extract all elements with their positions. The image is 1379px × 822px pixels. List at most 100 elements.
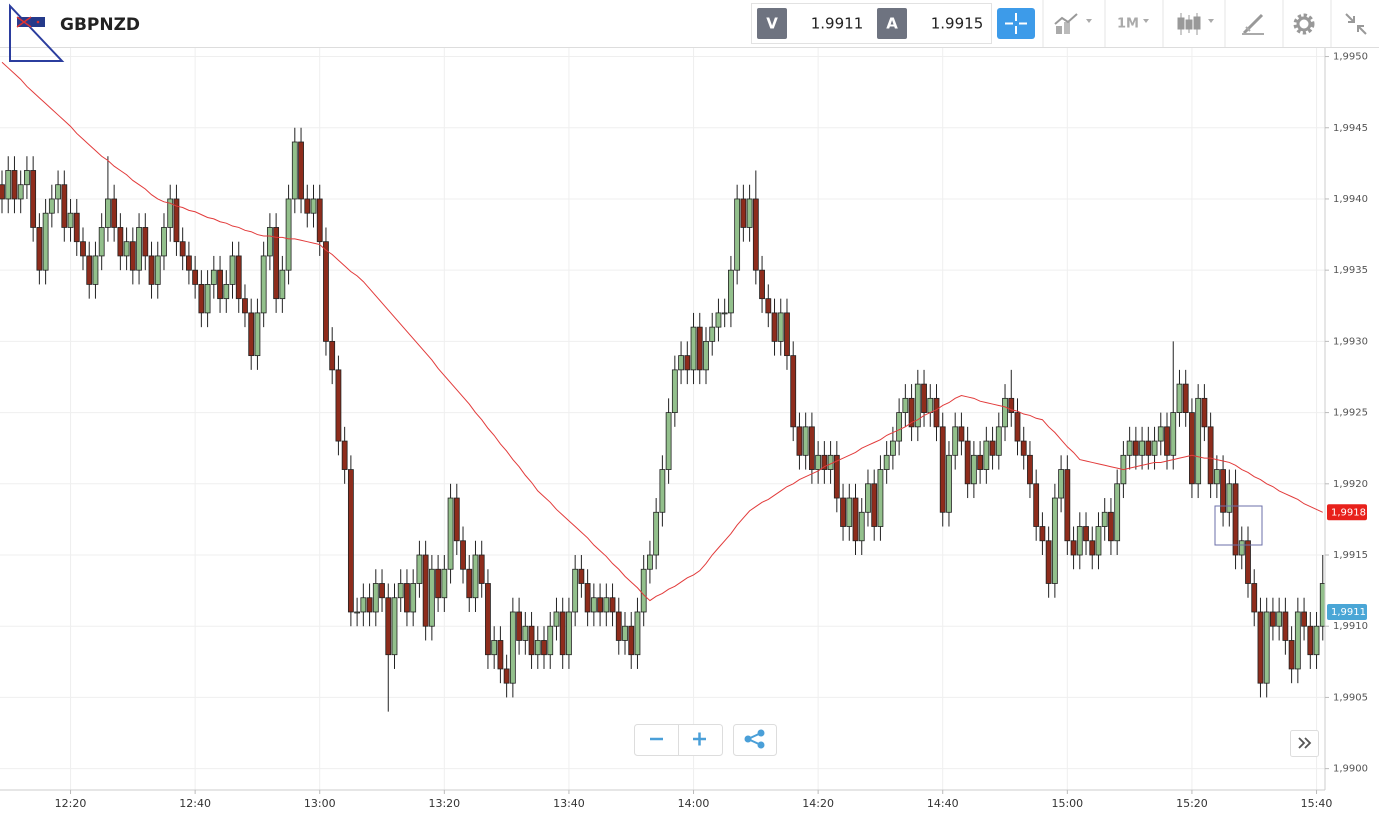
candle-body <box>1176 383 1183 413</box>
candle-body <box>1220 469 1226 513</box>
candle-body <box>553 611 560 627</box>
y-tick-label: 1,9950 <box>1333 52 1368 63</box>
candle-body <box>148 255 155 285</box>
candle-body <box>1020 440 1027 456</box>
candle-body <box>453 497 460 542</box>
candle-body <box>1257 611 1264 684</box>
candle-body <box>709 326 716 342</box>
candle-body <box>690 326 697 371</box>
y-tick-label: 1,9945 <box>1333 123 1368 134</box>
price-tag <box>1327 504 1367 521</box>
candle-body <box>1051 497 1058 584</box>
collapse-button[interactable] <box>1345 13 1367 35</box>
candle-body <box>634 611 641 656</box>
crosshair-button[interactable] <box>997 8 1035 39</box>
candle-body <box>105 198 111 228</box>
candle-body <box>497 640 504 670</box>
candle-body <box>696 326 703 371</box>
share-button[interactable] <box>733 724 777 756</box>
candle-body <box>865 483 871 513</box>
candle-body <box>391 597 398 656</box>
candle-body <box>790 355 797 428</box>
candle-body <box>347 469 354 613</box>
candle-body <box>889 440 896 456</box>
candle-body <box>316 198 323 243</box>
candle-body <box>117 227 124 257</box>
y-tick-label: 1,9900 <box>1333 764 1368 775</box>
candle-body <box>946 454 952 513</box>
candle-body <box>952 426 959 456</box>
x-tick-label: 14:00 <box>678 797 710 810</box>
candle-body <box>235 255 242 300</box>
candle-body <box>728 269 734 314</box>
candle-body <box>422 554 429 627</box>
candle-body <box>877 469 884 527</box>
candle-body <box>1207 426 1214 485</box>
x-tick-label: 12:40 <box>179 797 211 810</box>
candle-body <box>86 255 93 285</box>
settings-button[interactable] <box>1293 13 1315 35</box>
candle-body <box>42 212 49 271</box>
candle-body <box>1251 583 1258 613</box>
candle-body <box>840 497 846 527</box>
candle-body <box>385 597 392 656</box>
price-tag-label: 1,9911 <box>1331 607 1366 618</box>
candle-body <box>1276 611 1283 627</box>
candle-body <box>914 383 921 428</box>
bid-badge[interactable] <box>757 8 787 39</box>
flag-icon <box>16 16 45 28</box>
candle-body <box>1033 483 1040 527</box>
candle-body <box>852 497 859 542</box>
candle-body <box>36 227 43 271</box>
candle-body <box>397 583 404 599</box>
candle-body <box>1008 397 1015 413</box>
candle-body <box>1089 540 1096 556</box>
drawing-tools-button[interactable] <box>1242 13 1264 35</box>
candle-body <box>254 312 261 357</box>
candle-body <box>995 426 1002 456</box>
candle-body <box>466 568 473 599</box>
candle-body <box>404 583 410 613</box>
candle-body <box>958 426 965 442</box>
bid-label: V <box>766 15 778 33</box>
candle-body <box>703 340 709 371</box>
candle-body <box>1288 640 1295 670</box>
toolbar <box>0 0 1379 47</box>
candle-body <box>765 298 772 314</box>
timeframe-button[interactable]: 1M <box>1117 17 1149 32</box>
candle-body <box>248 312 255 357</box>
crosshair-icon <box>1005 13 1027 34</box>
y-tick-label: 1,9905 <box>1333 692 1368 703</box>
candle-body <box>341 440 348 470</box>
scroll-to-end-button[interactable] <box>1290 730 1319 757</box>
candle-body <box>1027 454 1033 485</box>
candle-body <box>528 625 535 656</box>
x-tick-label: 14:40 <box>927 797 959 810</box>
candle-body <box>210 269 217 285</box>
ask-label: A <box>886 15 898 33</box>
symbol: GBPNZD <box>60 15 140 35</box>
separators <box>1042 0 1332 47</box>
candle-body <box>815 454 822 470</box>
plot-area <box>0 61 1325 712</box>
candle-body <box>179 241 186 257</box>
candle-body <box>1145 440 1152 456</box>
indicators-button[interactable] <box>1054 13 1092 34</box>
candle-body <box>640 568 647 613</box>
candle-body <box>260 255 267 314</box>
y-tick-label: 1,9935 <box>1333 265 1368 276</box>
candle-body <box>360 597 367 613</box>
candle-body <box>460 540 466 570</box>
candle-body <box>1132 440 1139 456</box>
y-tick-label: 1,9915 <box>1333 550 1368 561</box>
candle-body <box>11 170 18 200</box>
zoom-in-button[interactable] <box>693 732 706 746</box>
ask-badge[interactable] <box>877 8 907 39</box>
candle-body <box>298 141 304 200</box>
candle-body <box>1014 412 1021 442</box>
candle-body <box>896 412 903 442</box>
chart-type-button[interactable] <box>1177 13 1214 35</box>
candle-body <box>534 640 541 656</box>
candle-body <box>752 198 759 271</box>
